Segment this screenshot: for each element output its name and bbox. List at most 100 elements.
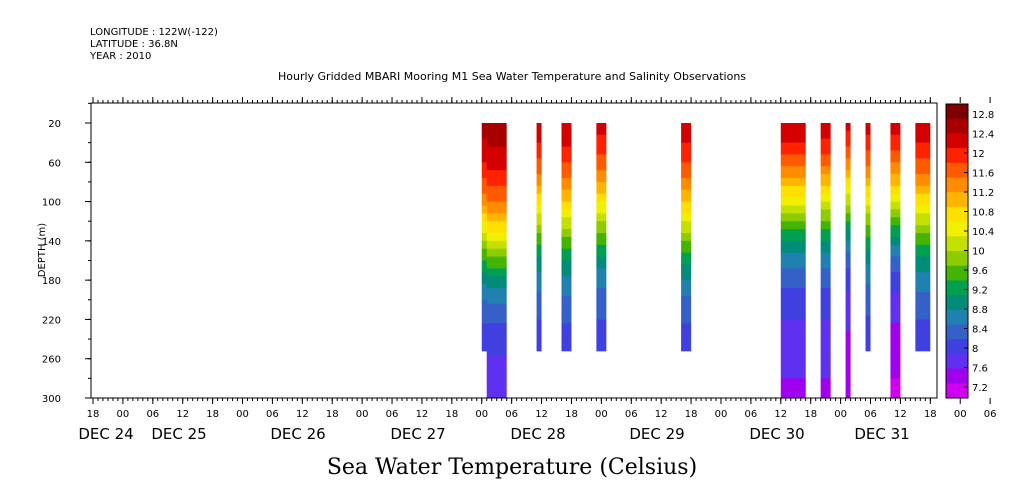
heat-cell — [820, 209, 831, 214]
heat-cell — [890, 291, 901, 297]
heat-cell — [865, 335, 871, 340]
x-tick-label: 18 — [565, 409, 578, 420]
heat-cell — [486, 236, 507, 242]
heat-cell — [486, 370, 507, 375]
heat-cell — [820, 327, 831, 332]
x-axis-title: Sea Water Temperature (Celsius) — [327, 455, 697, 480]
heat-cell — [780, 205, 806, 210]
heat-cell — [536, 268, 542, 273]
heat-cell — [865, 166, 871, 171]
heat-cell — [780, 236, 806, 242]
heat-cell — [820, 123, 831, 128]
x-tick-label: 12 — [655, 409, 668, 420]
heat-cell — [681, 174, 692, 179]
colorbar-swatch — [946, 221, 968, 237]
heat-cell — [865, 185, 871, 191]
heat-cell — [915, 213, 931, 218]
heat-cell — [820, 181, 831, 187]
heat-cell — [865, 123, 871, 128]
heat-cell — [780, 284, 806, 289]
heat-cell — [536, 240, 542, 246]
heat-cell — [596, 221, 607, 226]
heat-cell — [820, 299, 831, 305]
colorbar-label: 12.4 — [972, 130, 994, 141]
data-column — [561, 123, 572, 352]
heat-cell — [561, 331, 572, 336]
heat-cell — [486, 284, 507, 289]
heat-cell — [915, 225, 931, 230]
heat-cell — [486, 213, 507, 218]
heat-cell — [915, 193, 931, 199]
heat-cell — [536, 174, 542, 179]
colorbar-label: 8.4 — [972, 325, 988, 336]
heat-cell — [845, 146, 851, 151]
heat-cell — [820, 315, 831, 320]
heat-cell — [681, 288, 692, 293]
heat-cell — [865, 205, 871, 210]
heat-cell — [596, 307, 607, 313]
heat-cell — [820, 134, 831, 140]
heat-cell — [596, 276, 607, 281]
heat-cell — [561, 291, 572, 297]
heat-cell — [845, 291, 851, 297]
heat-cell — [890, 221, 901, 226]
heat-cell — [486, 358, 507, 364]
heat-cell — [915, 343, 931, 348]
heat-cell — [915, 209, 931, 214]
heat-cell — [865, 248, 871, 254]
heat-cell — [561, 233, 572, 238]
heat-cell — [536, 284, 542, 289]
heat-cell — [561, 209, 572, 214]
heat-cell — [780, 201, 806, 206]
colorbar-label: 8.8 — [972, 305, 988, 316]
heat-cell — [890, 264, 901, 269]
heat-cell — [561, 264, 572, 269]
heat-cell — [681, 189, 692, 195]
heat-cell — [865, 331, 871, 336]
heat-cell — [890, 272, 901, 277]
heat-cell — [865, 303, 871, 309]
heat-cell — [780, 154, 806, 159]
heat-cell — [820, 366, 831, 371]
colorbar-label: 9.6 — [972, 266, 988, 277]
heat-cell — [865, 209, 871, 214]
heat-cell — [845, 205, 851, 210]
heat-cell — [915, 138, 931, 144]
heat-cell — [681, 170, 692, 175]
heat-cell — [865, 170, 871, 175]
heat-cell — [780, 217, 806, 222]
longitude-label: LONGITUDE : 122W(-122) — [90, 27, 218, 38]
heat-cell — [561, 323, 572, 328]
heat-cell — [536, 185, 542, 191]
heat-cell — [915, 185, 931, 191]
x-tick-label: 00 — [117, 409, 130, 420]
heat-cell — [486, 174, 507, 179]
x-tick-label: 06 — [984, 409, 997, 420]
heat-cell — [561, 252, 572, 258]
heat-cell — [915, 146, 931, 151]
colorbar-label: 12.8 — [972, 110, 994, 121]
heat-cell — [845, 201, 851, 206]
heat-cell — [486, 354, 507, 360]
heat-cell — [820, 166, 831, 171]
heat-cell — [865, 142, 871, 148]
heat-cell — [915, 229, 931, 234]
heat-cell — [780, 374, 806, 379]
heat-cell — [780, 362, 806, 368]
heat-cell — [865, 197, 871, 203]
heat-cell — [820, 205, 831, 210]
heat-cell — [780, 244, 806, 250]
heat-cell — [845, 343, 851, 348]
heat-cell — [780, 291, 806, 297]
x-tick-label: 18 — [685, 409, 698, 420]
heat-cell — [486, 240, 507, 246]
heat-cell — [845, 256, 851, 261]
heat-cell — [820, 272, 831, 277]
heat-cell — [820, 217, 831, 222]
heat-cell — [820, 374, 831, 379]
heat-cell — [890, 394, 901, 399]
heat-cell — [780, 221, 806, 226]
heat-cell — [596, 138, 607, 144]
y-tick-label: 220 — [42, 315, 61, 326]
data-column — [820, 123, 831, 399]
